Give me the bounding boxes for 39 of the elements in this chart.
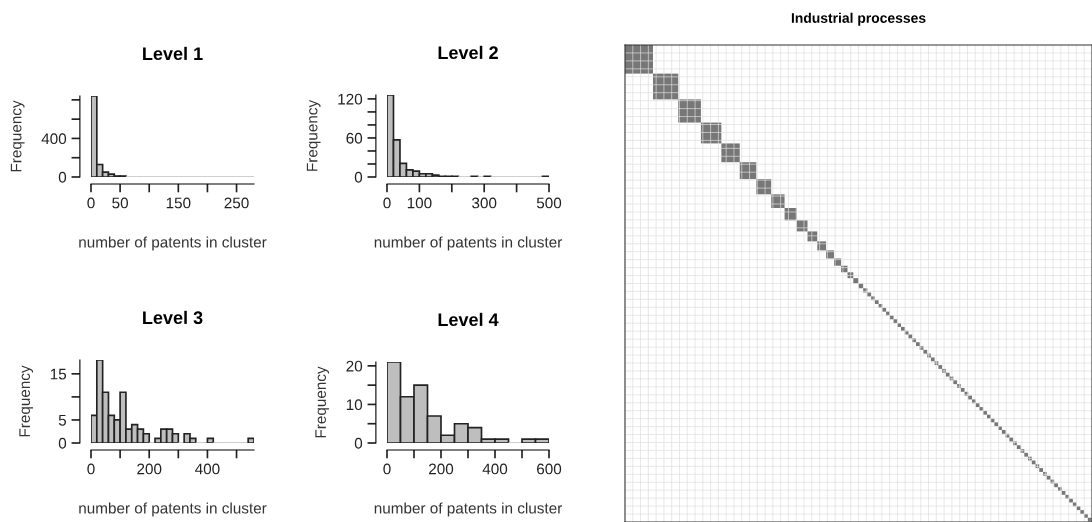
x-tick-label: 200 — [137, 463, 162, 475]
x-axis-title: number of patents in cluster — [374, 236, 563, 251]
y-axis-title: Frequency — [10, 100, 25, 172]
y-tick-label: 0 — [354, 437, 363, 449]
x-tick-label: 50 — [112, 197, 129, 209]
x-tick-label: 600 — [537, 463, 562, 475]
y-tick-label: 0 — [354, 171, 363, 183]
y-axis-title: Frequency — [19, 365, 34, 437]
y-tick-label: 20 — [346, 360, 363, 372]
y-axis-title: Frequency — [306, 99, 321, 171]
x-tick-label: 0 — [383, 463, 391, 475]
y-tick-label: 10 — [346, 399, 363, 411]
chart-title: Level 3 — [143, 310, 203, 325]
text: Industrial processes — [791, 12, 926, 26]
x-tick-label: 200 — [429, 463, 454, 475]
y-tick-label: 120 — [338, 93, 363, 105]
x-tick-label: 400 — [482, 463, 508, 475]
x-tick-label: 0 — [383, 197, 391, 209]
x-tick-label: 100 — [407, 197, 432, 209]
y-tick-label: 400 — [41, 133, 67, 145]
x-axis-title: number of patents in cluster — [79, 502, 267, 517]
x-tick-label: 250 — [224, 197, 249, 209]
x-tick-label: 500 — [536, 197, 562, 209]
x-tick-label: 0 — [87, 197, 95, 209]
x-tick-label: 150 — [166, 197, 191, 209]
y-tick-label: 60 — [346, 132, 363, 144]
chart-title: Level 2 — [438, 45, 498, 60]
y-tick-label: 5 — [58, 414, 67, 426]
y-axis-title: Frequency — [315, 366, 330, 438]
chart-title: Level 1 — [143, 46, 203, 61]
y-tick-label: 0 — [58, 437, 67, 449]
x-tick-label: 300 — [472, 197, 497, 209]
x-tick-label: 400 — [195, 463, 220, 475]
chart-title: Level 4 — [438, 312, 499, 327]
x-axis-title: number of patents in cluster — [79, 236, 267, 251]
y-tick-label: 0 — [58, 171, 67, 183]
x-axis-title: number of patents in cluster — [374, 502, 563, 517]
x-tick-label: 0 — [87, 463, 95, 475]
y-tick-label: 15 — [50, 368, 67, 380]
